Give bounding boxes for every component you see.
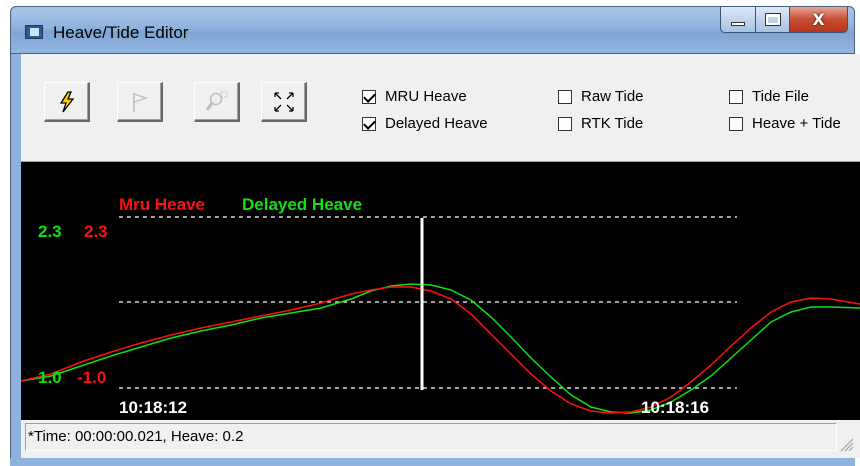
- caption-buttons: X: [720, 7, 848, 33]
- heave-plot[interactable]: Mru Heave Delayed Heave 2.3 2.3 1.0 -1.0…: [21, 162, 860, 420]
- status-text: *Time: 00:00:00.021, Heave: 0.2: [25, 423, 837, 451]
- tide-file-checkbox[interactable]: Tide File: [729, 88, 809, 105]
- flag-icon: [128, 90, 152, 114]
- mru-heave-checkbox-box[interactable]: [362, 90, 376, 104]
- flag-button[interactable]: [117, 82, 163, 122]
- maximize-button[interactable]: [756, 7, 790, 33]
- fit-all-button[interactable]: [261, 82, 307, 122]
- delayed-heave-checkbox-box[interactable]: [362, 117, 376, 131]
- heave-tide-checkbox[interactable]: Heave + Tide: [729, 115, 841, 132]
- tide-file-checkbox-box[interactable]: [729, 90, 743, 104]
- x-label-end: 10:18:16: [641, 398, 709, 417]
- rtk-tide-label: RTK Tide: [581, 115, 643, 132]
- x-label-start: 10:18:12: [119, 398, 187, 417]
- zoom-button[interactable]: [194, 82, 240, 122]
- close-button[interactable]: X: [790, 7, 848, 33]
- raw-tide-checkbox-box[interactable]: [558, 90, 572, 104]
- y-label-bottom-mru: -1.0: [77, 368, 106, 387]
- y-label-top-mru: 2.3: [84, 222, 108, 241]
- maximize-icon: [766, 14, 780, 25]
- delayed-heave-checkbox[interactable]: Delayed Heave: [362, 115, 488, 132]
- delayed-heave-label: Delayed Heave: [385, 115, 488, 132]
- lightning-icon: [55, 90, 79, 114]
- zoom-icon: [204, 90, 230, 114]
- mru-heave-label: MRU Heave: [385, 88, 467, 105]
- app-icon: [25, 25, 43, 39]
- y-label-bottom-delayed: 1.0: [38, 368, 62, 387]
- minimize-button[interactable]: [720, 7, 756, 33]
- title-bar[interactable]: Heave/Tide Editor X: [10, 6, 855, 54]
- mru-heave-line: [21, 287, 860, 413]
- expand-icon: [272, 90, 296, 114]
- raw-tide-label: Raw Tide: [581, 88, 644, 105]
- y-label-top-delayed: 2.3: [38, 222, 62, 241]
- heave-plot-canvas[interactable]: Mru Heave Delayed Heave 2.3 2.3 1.0 -1.0…: [21, 162, 860, 420]
- delayed-heave-line: [21, 284, 860, 413]
- window-frame-bottom: [10, 458, 855, 466]
- toolbar: MRU Heave Delayed Heave Raw Tide RTK Tid…: [21, 54, 860, 162]
- legend-delayed-heave: Delayed Heave: [242, 195, 362, 214]
- process-button[interactable]: [44, 82, 90, 122]
- mru-heave-checkbox[interactable]: MRU Heave: [362, 88, 467, 105]
- heave-tide-checkbox-box[interactable]: [729, 117, 743, 131]
- status-bar: *Time: 00:00:00.021, Heave: 0.2: [21, 420, 860, 458]
- heave-tide-label: Heave + Tide: [752, 115, 841, 132]
- resize-grip-icon[interactable]: [838, 436, 854, 452]
- legend-mru-heave: Mru Heave: [119, 195, 205, 214]
- window-frame-left: [10, 54, 21, 462]
- tide-file-label: Tide File: [752, 88, 809, 105]
- minimize-icon: [731, 22, 745, 26]
- raw-tide-checkbox[interactable]: Raw Tide: [558, 88, 644, 105]
- close-icon: X: [812, 10, 824, 29]
- rtk-tide-checkbox-box[interactable]: [558, 117, 572, 131]
- rtk-tide-checkbox[interactable]: RTK Tide: [558, 115, 643, 132]
- window-title: Heave/Tide Editor: [53, 23, 188, 43]
